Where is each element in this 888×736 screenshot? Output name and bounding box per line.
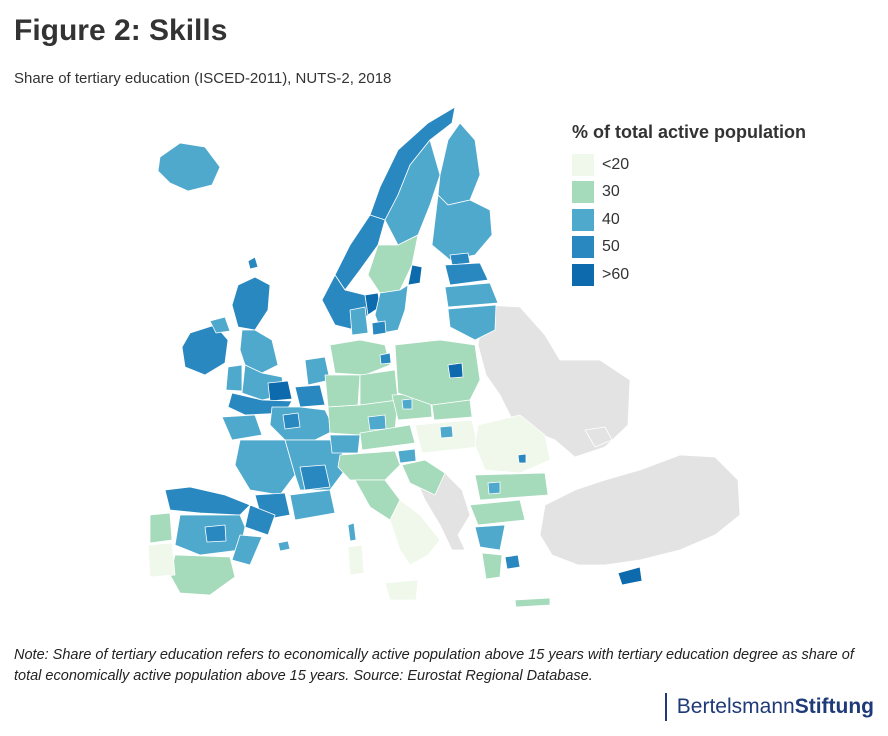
region-northern-ireland [209,316,231,334]
region-scotland-islands [247,256,259,270]
region-croatia [401,459,446,496]
region-poland [394,339,481,406]
region-wales [225,364,243,392]
region-stockholm [407,264,423,286]
region-scotland [231,276,271,331]
region-bulgaria [474,472,549,501]
legend-item-30: 30 [572,179,806,207]
region-copenhagen [371,320,387,336]
logo-text: BertelsmannStiftung [677,695,874,719]
region-france-south [289,489,336,521]
legend-swatch [572,153,594,176]
region-catalonia [244,504,276,536]
region-germany-west [324,374,361,408]
region-sicily [384,579,419,601]
region-munich [367,414,387,431]
region-sardinia [347,544,365,576]
legend-label: >60 [602,265,630,283]
region-sofia [487,481,501,495]
logo-bar [664,693,667,721]
region-valencia [231,534,263,566]
region-cyprus [617,566,643,586]
region-portugal-south [147,542,176,578]
legend-label: 30 [602,183,620,201]
region-italy-north [337,450,401,481]
region-corsica [347,522,357,542]
europe-map [147,106,741,608]
region-lyon [299,464,331,491]
region-peloponnese [481,552,503,580]
region-helsinki [449,252,471,266]
legend-title: % of total active population [572,122,807,142]
region-crete [514,597,551,608]
region-brittany [221,414,263,441]
legend-label: 50 [602,238,620,256]
legend-swatch [572,181,594,204]
legend-item-50: 50 [572,234,806,262]
region-iceland [157,142,221,192]
logo-text-part2: Stiftung [794,695,874,718]
region-denmark [349,306,369,336]
legend-swatch [572,236,594,259]
region-finland-north [437,122,481,206]
region-greece-central [474,524,506,551]
map-legend: % of total active population <20 30 40 5… [572,122,806,289]
region-athens [504,554,521,570]
region-balearics [277,540,291,552]
region-sweden-mid [367,234,419,294]
region-latvia [444,282,499,308]
legend-swatch [572,208,594,231]
region-switzerland [329,434,361,454]
legend-item-gt60: >60 [572,261,806,289]
region-paris [282,412,301,430]
region-madrid [204,524,227,543]
region-germany-east [359,369,399,406]
figure-title: Figure 2: Skills [14,14,228,47]
region-sweden-north [384,139,441,246]
region-andalusia [169,554,236,596]
region-england-north [239,329,279,374]
legend-label: 40 [602,210,620,228]
region-slovakia [431,399,473,421]
region-belgium [294,384,326,408]
legend-item-lt20: <20 [572,151,806,179]
region-france-north [269,406,336,441]
region-germany-north [329,339,391,376]
region-romania [474,414,551,474]
legend-label: <20 [602,155,630,173]
region-estonia [444,262,489,286]
region-austria [359,424,416,451]
region-italy-south [389,499,441,566]
figure-subtitle: Share of tertiary education (ISCED-2011)… [14,70,392,87]
region-slovenia [397,448,417,464]
figure-note: Note: Share of tertiary education refers… [14,647,854,684]
region-france-west [234,439,296,496]
region-greece-north [469,499,526,526]
region-bucharest [517,453,527,464]
logo-text-part1: Bertelsmann [676,695,795,718]
region-turkey [539,454,741,566]
region-prague [401,398,413,410]
legend-swatch [572,263,594,286]
region-norway-mid [334,214,386,291]
region-spain-north [164,486,251,516]
region-finland-south [431,194,493,261]
region-lithuania [447,304,497,341]
legend-item-40: 40 [572,206,806,234]
region-berlin [379,352,392,365]
bertelsmann-logo: BertelsmannStiftung [664,693,874,721]
region-crimea [584,426,613,448]
region-portugal-north [149,512,173,544]
region-warsaw [447,362,464,379]
region-london [267,380,293,402]
region-budapest [439,425,454,439]
